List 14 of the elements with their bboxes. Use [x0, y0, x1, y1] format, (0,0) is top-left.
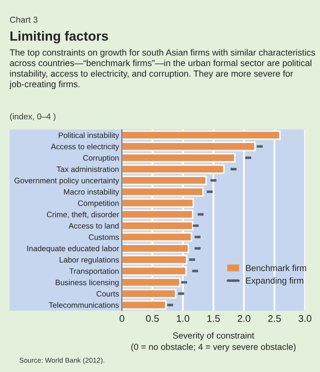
x-tick-label: 0.5 [146, 315, 159, 322]
x-axis-title: Severity of constraint (0 = no obstacle; 4 = very severe obstacle) [131, 332, 296, 352]
x-tick-label: 0 [120, 315, 124, 322]
x-tick-label: 1.0 [176, 315, 190, 322]
x-tick-label: 2.5 [268, 315, 281, 322]
x-tick-label: 2.0 [238, 315, 250, 322]
legend-label: Expanding firm [246, 277, 304, 286]
caption: Chart 3 [10, 16, 38, 23]
legend-label: Benchmark firm [246, 264, 306, 272]
chart-title: Limiting factors [10, 31, 108, 44]
text: (index, 0–4 ) [10, 113, 56, 122]
chart-subtitle: The top constraints on growth for south Asian firms with similar characteristics across countries—“benchmark firms”—in the urban formal sector are political instability, access to electricity, and corruption. They are more severe for job-creating firms. [9, 49, 316, 90]
x-tick-label: 3.0 [298, 315, 312, 322]
x-tick-label: 1.5 [207, 315, 220, 322]
